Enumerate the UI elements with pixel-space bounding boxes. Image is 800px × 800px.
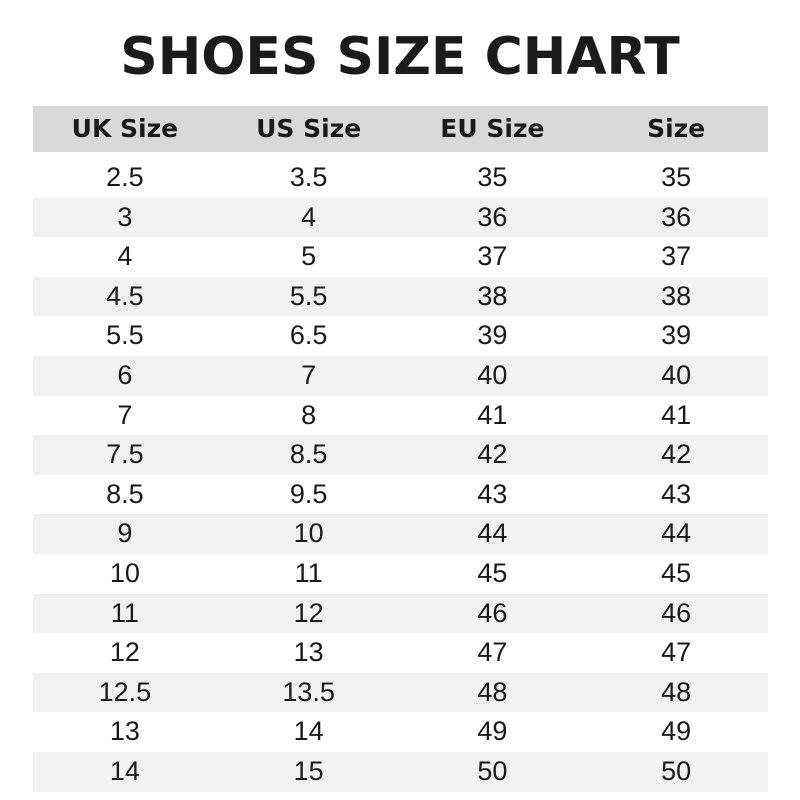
table-row: 8.5 9.5 43 43 — [33, 475, 768, 515]
column-header: Size — [647, 114, 706, 143]
table-cell: 4.5 — [106, 280, 144, 311]
table-row: 12 13 47 47 — [33, 633, 768, 673]
table-cell: 50 — [477, 755, 508, 786]
table-row: 6 7 40 40 — [33, 355, 768, 396]
table-cell: 36 — [661, 201, 692, 232]
table-cell: 3 — [117, 201, 133, 232]
table-cell: 14 — [109, 755, 140, 786]
table-cell: 50 — [661, 755, 692, 786]
table-cell: 7 — [301, 359, 317, 390]
table-cell: 2.5 — [106, 162, 144, 192]
table-cell: 39 — [477, 320, 508, 351]
table-cell: 45 — [661, 557, 692, 588]
table-row: 5.5 6.5 39 39 — [33, 316, 768, 356]
table-cell: 42 — [661, 439, 692, 470]
table-row: 10 11 45 45 — [33, 554, 768, 594]
table-cell: 42 — [477, 439, 508, 470]
table-row: 4 5 37 37 — [33, 237, 768, 277]
table-cell: 6.5 — [289, 320, 328, 351]
table-cell: 4 — [301, 201, 317, 232]
table-row: 13 14 49 49 — [33, 712, 768, 752]
size-table: UK Size US Size EU Size Size 2.5 3.5 35 35 3 4 36… — [33, 106, 768, 792]
table-cell: 44 — [661, 518, 692, 549]
table-cell: 38 — [477, 280, 508, 311]
table-cell: 7 — [117, 399, 133, 430]
table-cell: 15 — [293, 755, 324, 786]
table-cell: 43 — [477, 478, 508, 509]
table-cell: 35 — [661, 162, 692, 192]
table-cell: 40 — [661, 359, 692, 390]
table-cell: 37 — [477, 241, 508, 272]
table-cell: 41 — [477, 399, 508, 430]
table-cell: 4 — [117, 241, 133, 272]
table-cell: 44 — [477, 518, 508, 549]
column-header: US Size — [256, 114, 362, 143]
page-title: SHOES SIZE CHART — [120, 27, 680, 87]
table-row: 7.5 8.5 42 42 — [33, 435, 768, 475]
table-cell: 47 — [661, 637, 692, 668]
table-cell: 46 — [661, 597, 692, 628]
column-header: UK Size — [71, 114, 179, 143]
table-cell: 49 — [661, 716, 692, 747]
table-cell: 9.5 — [289, 478, 328, 509]
table-cell: 13 — [109, 716, 140, 747]
table-cell: 47 — [477, 637, 508, 668]
table-cell: 46 — [477, 597, 508, 628]
table-cell: 12 — [293, 597, 324, 628]
table-cell: 40 — [477, 359, 508, 390]
table-cell: 5 — [301, 241, 317, 272]
table-row: 12.5 13.5 48 48 — [33, 672, 768, 713]
table-body: 2.5 3.5 35 35 3 4 36 36 4 5 37 37 4.5 5.5 38 38 5.5 6.5 39… — [33, 158, 768, 792]
table-row: 9 10 44 44 — [33, 514, 768, 554]
table-cell: 8 — [301, 399, 317, 430]
table-cell: 38 — [661, 280, 692, 311]
table-cell: 13 — [293, 637, 324, 668]
table-cell: 5.5 — [106, 320, 144, 351]
table-row: 2.5 3.5 35 35 — [33, 158, 768, 198]
table-cell: 9 — [117, 518, 133, 549]
table-cell: 14 — [293, 716, 324, 747]
table-row: 14 15 50 50 — [33, 751, 768, 792]
table-cell: 49 — [477, 716, 508, 747]
table-cell: 48 — [661, 676, 692, 707]
table-cell: 39 — [661, 320, 692, 351]
table-cell: 8.5 — [106, 478, 144, 509]
table-cell: 48 — [477, 676, 508, 707]
table-cell: 36 — [477, 201, 508, 232]
table-row: 7 8 41 41 — [33, 396, 768, 436]
table-cell: 10 — [109, 557, 140, 588]
table-cell: 12.5 — [98, 676, 152, 707]
table-cell: 7.5 — [106, 439, 144, 470]
table-cell: 10 — [293, 518, 324, 549]
table-row: 4.5 5.5 38 38 — [33, 276, 768, 317]
table-cell: 11 — [294, 557, 323, 588]
table-cell: 3.5 — [289, 162, 328, 192]
table-cell: 13.5 — [282, 676, 335, 707]
table-cell: 37 — [661, 241, 692, 272]
table-cell: 45 — [477, 557, 508, 588]
column-header: EU Size — [440, 114, 545, 143]
table-row: 3 4 36 36 — [33, 197, 768, 238]
table-cell: 35 — [477, 162, 508, 192]
table-row: 11 12 46 46 — [33, 593, 768, 634]
table-header-row: UK Size US Size EU Size Size — [33, 106, 768, 152]
table-cell: 12 — [109, 637, 140, 668]
table-cell: 8.5 — [289, 439, 328, 470]
table-cell: 11 — [110, 597, 139, 628]
table-cell: 6 — [117, 359, 133, 390]
table-cell: 41 — [661, 399, 692, 430]
table-cell: 43 — [661, 478, 692, 509]
table-cell: 5.5 — [289, 280, 328, 311]
